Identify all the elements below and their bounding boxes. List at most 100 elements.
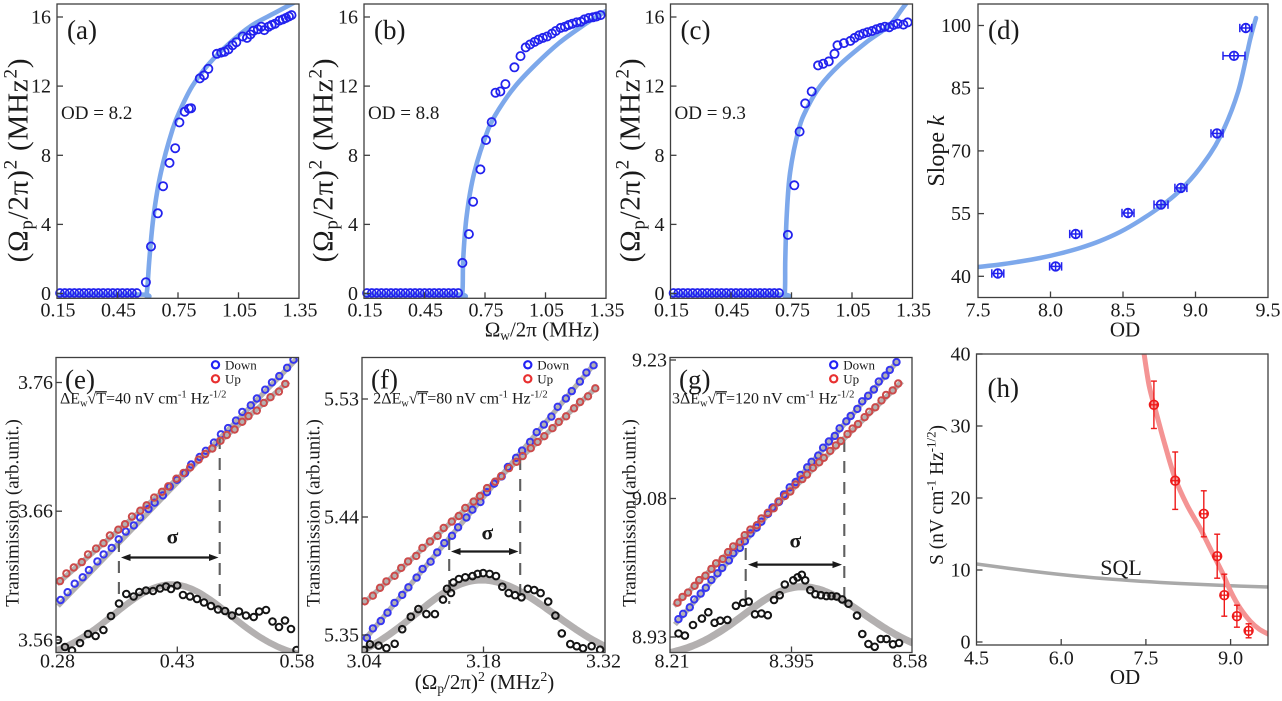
svg-text:8.58: 8.58 [893, 651, 928, 673]
svg-text:16: 16 [31, 7, 51, 29]
svg-text:4: 4 [655, 214, 665, 236]
svg-text:8: 8 [655, 145, 665, 167]
svg-text:OD = 8.8: OD = 8.8 [368, 103, 439, 124]
svg-text:σ: σ [790, 529, 802, 553]
svg-text:ΔEw√T=40 nV cm-1 Hz-1/2: ΔEw√T=40 nV cm-1 Hz-1/2 [60, 389, 226, 409]
svg-text:(Ωp/2π)2 (MHz2): (Ωp/2π)2 (MHz2) [415, 670, 555, 696]
svg-text:σ: σ [482, 521, 494, 545]
svg-text:8: 8 [348, 145, 358, 167]
svg-text:1.35: 1.35 [283, 300, 318, 322]
svg-text:Up: Up [843, 371, 859, 386]
svg-text:0.75: 0.75 [162, 300, 197, 322]
svg-text:100: 100 [941, 15, 971, 37]
svg-text:20: 20 [951, 488, 971, 510]
svg-text:0: 0 [961, 632, 971, 654]
svg-text:8: 8 [41, 145, 51, 167]
svg-text:OD = 9.3: OD = 9.3 [675, 103, 746, 124]
svg-text:9.0: 9.0 [1218, 648, 1243, 670]
svg-text:3.56: 3.56 [18, 630, 53, 652]
svg-text:30: 30 [951, 416, 971, 438]
svg-text:0.15: 0.15 [348, 300, 383, 322]
svg-text:0.75: 0.75 [469, 300, 504, 322]
svg-text:1.05: 1.05 [529, 300, 564, 322]
svg-text:0.15: 0.15 [654, 300, 689, 322]
svg-text:9.0: 9.0 [1183, 300, 1208, 322]
svg-text:Slope k: Slope k [924, 115, 950, 187]
svg-text:0: 0 [41, 283, 51, 305]
svg-text:4: 4 [348, 214, 358, 236]
svg-text:(c): (c) [681, 15, 711, 45]
svg-text:9.5: 9.5 [1256, 300, 1281, 322]
svg-text:1.05: 1.05 [222, 300, 257, 322]
svg-text:55: 55 [951, 203, 971, 225]
svg-text:3.18: 3.18 [466, 651, 501, 673]
svg-text:Transimission (arb.unit.): Transimission (arb.unit.) [2, 419, 23, 607]
svg-text:0.45: 0.45 [408, 300, 443, 322]
svg-text:3.32: 3.32 [586, 651, 621, 673]
svg-text:0.43: 0.43 [160, 651, 195, 673]
svg-text:3.04: 3.04 [347, 651, 382, 673]
svg-text:8.93: 8.93 [632, 627, 667, 649]
svg-text:7.5: 7.5 [1133, 648, 1158, 670]
svg-text:70: 70 [951, 140, 971, 162]
svg-text:OD: OD [1110, 665, 1140, 689]
svg-text:16: 16 [338, 7, 358, 29]
svg-text:3ΔEw√T=120 nV cm-1 Hz-1/2: 3ΔEw√T=120 nV cm-1 Hz-1/2 [672, 389, 854, 409]
svg-text:(Ωp/2π)2 (MHz2): (Ωp/2π)2 (MHz2) [612, 58, 649, 263]
svg-text:Up: Up [537, 371, 553, 386]
svg-text:(g): (g) [679, 365, 710, 395]
svg-text:0.45: 0.45 [715, 300, 750, 322]
svg-text:5.35: 5.35 [324, 625, 359, 647]
svg-text:0: 0 [655, 283, 665, 305]
svg-text:5.53: 5.53 [324, 389, 359, 411]
svg-text:16: 16 [645, 7, 665, 29]
svg-text:40: 40 [951, 266, 971, 288]
svg-text:(f): (f) [371, 365, 398, 395]
svg-text:0.45: 0.45 [101, 300, 136, 322]
svg-text:Down: Down [537, 357, 569, 372]
svg-text:Transimission (arb.unit.): Transimission (arb.unit.) [619, 419, 640, 607]
svg-text:8.395: 8.395 [769, 651, 814, 673]
svg-text:1.35: 1.35 [590, 300, 625, 322]
svg-text:OD: OD [1110, 317, 1140, 341]
svg-text:7.5: 7.5 [966, 300, 991, 322]
svg-text:5.44: 5.44 [324, 507, 359, 529]
svg-text:4.5: 4.5 [964, 648, 989, 670]
svg-text:Transimission (arb.unit.): Transimission (arb.unit.) [304, 419, 325, 607]
svg-text:4: 4 [41, 214, 51, 236]
svg-text:(Ωp/2π)2 (MHz2): (Ωp/2π)2 (MHz2) [305, 58, 342, 263]
svg-text:9.08: 9.08 [632, 488, 667, 510]
svg-text:8.21: 8.21 [655, 651, 690, 673]
svg-text:12: 12 [645, 76, 665, 98]
svg-text:(b): (b) [374, 15, 405, 45]
svg-text:1.05: 1.05 [836, 300, 871, 322]
svg-text:Down: Down [843, 357, 875, 372]
svg-text:(a): (a) [67, 15, 97, 45]
svg-text:σ: σ [167, 525, 179, 549]
svg-text:2ΔEw√T=80 nV cm-1 Hz-1/2: 2ΔEw√T=80 nV cm-1 Hz-1/2 [373, 389, 547, 409]
svg-text:12: 12 [31, 76, 51, 98]
svg-text:Down: Down [225, 357, 257, 372]
svg-text:9.23: 9.23 [632, 350, 667, 372]
svg-text:1.35: 1.35 [896, 300, 931, 322]
svg-text:0: 0 [348, 283, 358, 305]
svg-text:0.15: 0.15 [41, 300, 76, 322]
svg-text:40: 40 [951, 344, 971, 366]
svg-text:10: 10 [951, 560, 971, 582]
svg-text:3.66: 3.66 [18, 501, 53, 523]
svg-text:Ωw/2π (MHz): Ωw/2π (MHz) [485, 317, 600, 343]
svg-text:8.0: 8.0 [1038, 300, 1063, 322]
svg-text:(Ωp/2π)2 (MHz2): (Ωp/2π)2 (MHz2) [0, 58, 37, 263]
svg-text:85: 85 [951, 78, 971, 100]
svg-text:(h): (h) [988, 373, 1019, 403]
svg-text:Up: Up [225, 371, 241, 386]
svg-text:6.0: 6.0 [1049, 648, 1074, 670]
svg-text:(d): (d) [988, 15, 1019, 45]
svg-text:S (nV cm-1 Hz-1/2): S (nV cm-1 Hz-1/2) [925, 425, 948, 565]
svg-text:OD = 8.2: OD = 8.2 [61, 103, 132, 124]
svg-text:3.76: 3.76 [18, 372, 53, 394]
svg-text:12: 12 [338, 76, 358, 98]
svg-text:8.5: 8.5 [1111, 300, 1136, 322]
svg-text:SQL: SQL [1100, 555, 1142, 580]
svg-text:0.28: 0.28 [40, 651, 75, 673]
